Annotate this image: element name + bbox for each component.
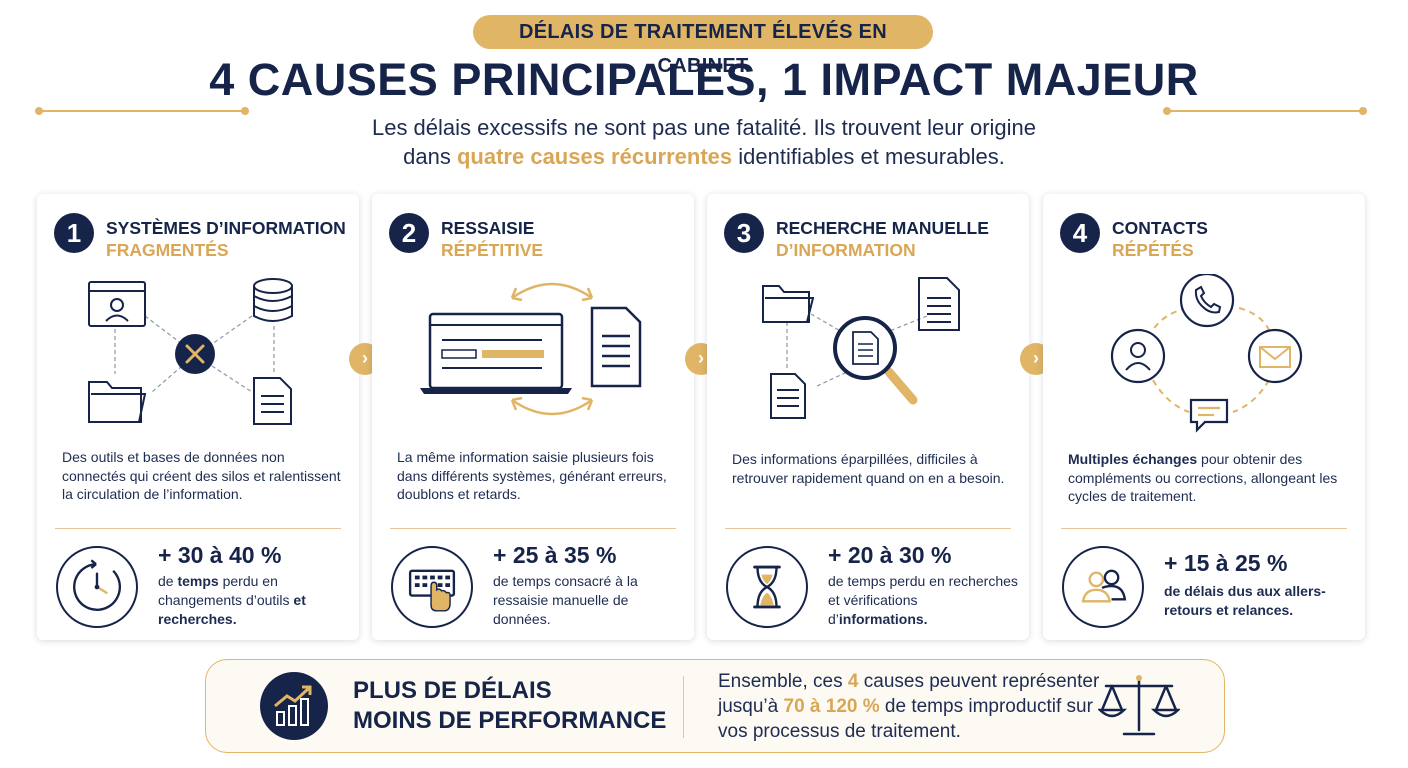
growth-chart-icon [260,672,328,740]
folder-icon [88,381,147,423]
fragmented-systems-illustration [88,278,293,425]
manual-search-illustration [762,277,960,419]
scale-icon [1098,675,1180,736]
document-icon [770,373,806,419]
card-separator [725,528,1011,529]
card-title: CONTACTS RÉPÉTÉS [1112,218,1208,260]
card-separator [55,528,341,529]
person-icon [1110,328,1166,384]
stat-value: + 15 à 25 % [1164,550,1288,576]
card-description: Des informations éparpillées, difficiles… [732,451,1005,486]
laptop-icon [420,312,572,394]
document-icon [590,306,642,388]
magnifier-icon [833,316,918,405]
sync-arrows-icon [510,282,594,416]
folder-icon [762,285,815,323]
card-title: RECHERCHE MANUELLE D’INFORMATION [776,218,989,260]
summary-text: Ensemble, ces 4 causes peuvent représent… [718,671,1100,742]
card-title: SYSTÈMES D’INFORMATION FRAGMENTÉS [106,218,346,260]
card-description: Des outils et bases de données non conne… [62,449,341,502]
stat-label: de délais dus aux allers-retours et rela… [1164,583,1326,618]
mail-icon [1247,328,1303,384]
keyboard-hand-icon [391,546,473,628]
cause-card-4: 4 CONTACTS RÉPÉTÉS Multiples éch [1043,194,1365,640]
clock-icon [56,546,138,628]
subtitle-highlight: quatre causes récurrentes [456,144,733,169]
stat-value: + 25 à 35 % [493,542,617,568]
chat-icon [1189,398,1229,433]
user-profile-icon [88,281,146,327]
cause-card-1: 1 SYSTÈMES D’INFORMATION FRAGMENTÉS [37,194,359,640]
repetitive-entry-illustration [420,282,642,416]
cause-card-3: 3 RECHERCHE MANUELLE D’INFORMATION [707,194,1029,640]
card-separator [390,528,676,529]
card-number: 4 [1060,213,1100,253]
stat-value: + 20 à 30 % [828,542,952,568]
subtitle: Les délais excessifs ne sont pas une fat… [0,113,1408,171]
stat-value: + 30 à 40 % [158,542,282,568]
page-title: 4 CAUSES PRINCIPALES, 1 IMPACT MAJEUR [209,54,1199,105]
decorative-line-right [1163,107,1367,115]
stat-label: de temps consacré à la ressaisie manuell… [493,573,638,627]
card-separator [1061,528,1347,529]
cause-card-2: 2 RESSAISIE RÉPÉTITIVE La même informati… [372,194,694,640]
phone-icon [1179,274,1235,328]
people-icon [1062,546,1144,628]
card-number: 2 [389,213,429,253]
decorative-line-left [35,107,249,115]
summary-title: PLUS DE DÉLAIS MOINS DE PERFORMANCE [353,677,667,734]
stat-label: de temps perdu en changements d’outils e… [158,573,306,627]
document-icon [253,377,292,425]
document-icon [918,277,960,331]
card-description: Multiples échanges pour obtenir des comp… [1068,451,1338,504]
hourglass-icon [726,546,808,628]
summary-divider [683,676,684,738]
summary-panel: PLUS DE DÉLAIS MOINS DE PERFORMANCE Ense… [205,659,1225,753]
card-description: La même information saisie plusieurs foi… [397,449,667,502]
header-badge: DÉLAIS DE TRAITEMENT ÉLEVÉS EN CABINET [473,15,933,77]
card-number: 1 [54,213,94,253]
database-icon [253,278,293,322]
card-number: 3 [724,213,764,253]
stat-label: de temps perdu en recherches et vérifica… [828,573,1018,627]
repeated-contacts-illustration [1110,274,1303,433]
subtitle-line2: dans quatre causes récurrentes identifia… [403,144,1005,169]
cross-icon [175,334,215,374]
card-title: RESSAISIE RÉPÉTITIVE [441,218,544,260]
subtitle-line1: Les délais excessifs ne sont pas une fat… [371,115,1037,140]
